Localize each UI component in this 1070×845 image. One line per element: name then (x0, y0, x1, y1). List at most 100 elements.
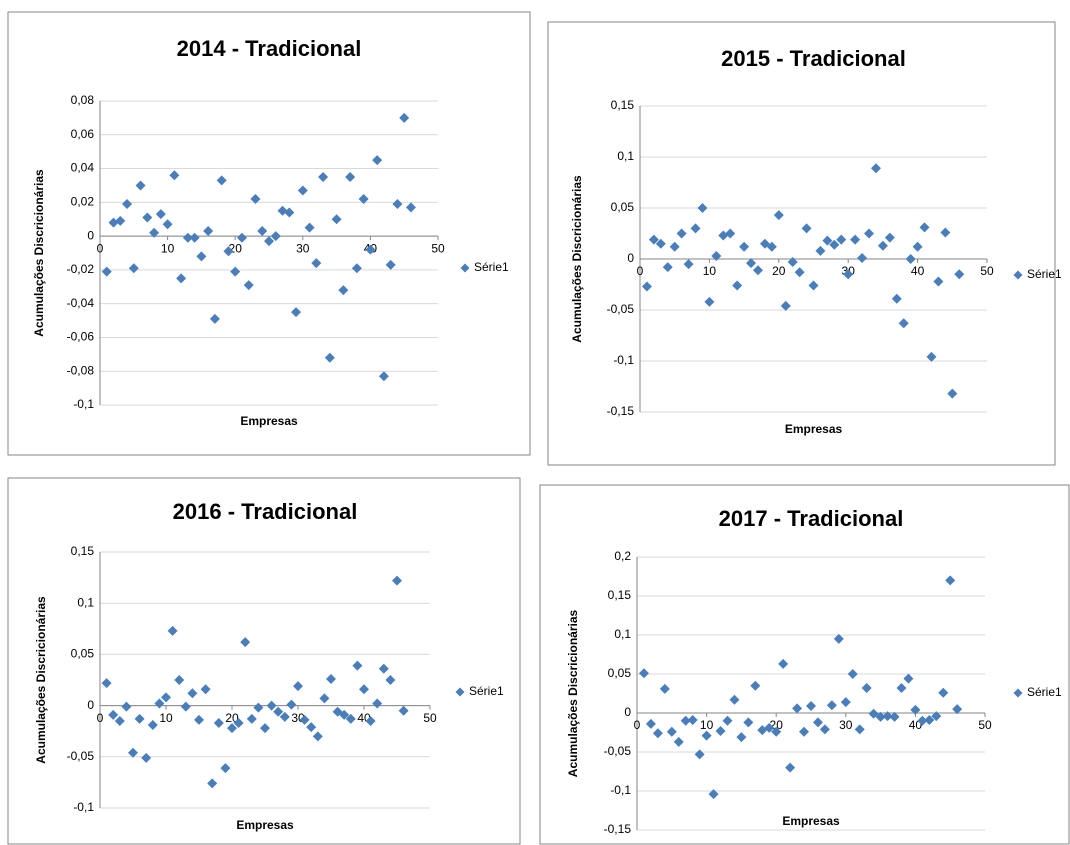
data-point (359, 684, 369, 695)
data-point (771, 726, 782, 737)
data-point (903, 673, 914, 684)
data-point (114, 715, 125, 726)
data-point (861, 683, 872, 694)
chart-title: 2016 - Tradicional (173, 499, 358, 524)
chart-title: 2015 - Tradicional (721, 46, 906, 71)
data-point (954, 269, 965, 280)
data-point (843, 269, 854, 280)
data-point (213, 718, 224, 729)
data-point (392, 575, 402, 586)
data-point (690, 223, 701, 234)
y-tick-label: -0,05 (607, 302, 635, 316)
data-point (149, 227, 160, 238)
y-tick-label: -0,08 (67, 363, 95, 377)
data-point (169, 170, 180, 181)
data-point (725, 228, 736, 239)
data-point (378, 371, 389, 382)
data-point (243, 280, 254, 291)
data-point (141, 752, 152, 763)
data-point (917, 715, 928, 726)
data-point (392, 199, 403, 210)
data-point (729, 694, 740, 705)
data-point (250, 193, 261, 204)
data-point (898, 318, 909, 329)
data-point (128, 747, 138, 758)
data-point (312, 731, 323, 742)
data-point (227, 723, 237, 734)
data-point (128, 263, 139, 274)
data-point (378, 663, 389, 674)
data-point (318, 172, 329, 182)
y-tick-label: 0,15 (608, 588, 632, 602)
data-point (708, 789, 719, 800)
data-point (326, 673, 336, 684)
data-point (666, 726, 677, 737)
data-point (938, 687, 949, 698)
data-point (910, 704, 921, 715)
data-point (947, 388, 958, 399)
x-tick-label: 30 (839, 718, 853, 732)
data-point (122, 199, 133, 210)
data-point (787, 257, 798, 268)
data-point (216, 175, 227, 186)
data-point (746, 258, 757, 269)
y-tick-label: -0,05 (604, 744, 632, 758)
data-point (752, 265, 763, 276)
data-point (257, 226, 268, 237)
x-tick-label: 50 (980, 264, 994, 278)
data-point (306, 722, 317, 733)
data-point (154, 698, 165, 709)
data-point (331, 214, 342, 225)
legend-label: Série1 (1027, 267, 1062, 281)
y-tick-label: -0,1 (73, 397, 94, 411)
data-point (884, 232, 895, 243)
y-tick-label: 0,05 (611, 200, 635, 214)
data-point (778, 658, 789, 669)
data-point (189, 232, 200, 243)
data-point (174, 675, 185, 685)
x-axis-label: Empresas (782, 814, 840, 828)
data-point (161, 692, 171, 703)
data-point (293, 681, 303, 692)
y-tick-label: -0,05 (67, 749, 95, 763)
x-tick-label: 50 (431, 241, 445, 255)
data-point (182, 232, 193, 243)
data-point (687, 715, 698, 726)
data-point (732, 280, 743, 291)
data-point (655, 238, 666, 249)
x-tick-label: 0 (637, 264, 644, 278)
data-point (662, 262, 673, 273)
data-point (926, 351, 937, 362)
data-point (912, 241, 923, 252)
data-point (815, 245, 826, 256)
x-tick-label: 0 (634, 718, 641, 732)
y-axis-label: Acumulações Discricionárias (570, 175, 584, 343)
data-point (952, 704, 963, 715)
data-point (207, 778, 218, 789)
data-point (108, 217, 119, 228)
data-point (297, 185, 308, 196)
y-tick-label: 0 (627, 251, 634, 265)
data-point (840, 697, 851, 708)
data-point (882, 711, 893, 722)
data-point (339, 709, 350, 720)
data-point (405, 202, 416, 213)
y-tick-label: -0,15 (607, 404, 635, 418)
data-point (101, 266, 112, 277)
data-point (240, 637, 251, 648)
data-point (704, 296, 715, 307)
data-point (847, 669, 858, 679)
data-point (722, 715, 733, 726)
y-axis-label: Acumulações Discricionárias (566, 609, 580, 777)
data-point (115, 215, 126, 226)
data-point (652, 728, 663, 739)
chart-frame (7, 11, 531, 456)
data-point (896, 683, 907, 694)
data-point (794, 267, 805, 278)
data-point (264, 236, 274, 247)
data-point (233, 718, 244, 729)
y-tick-label: -0,1 (610, 783, 631, 797)
data-point (711, 250, 722, 261)
data-point (799, 726, 810, 737)
data-point (877, 240, 888, 251)
